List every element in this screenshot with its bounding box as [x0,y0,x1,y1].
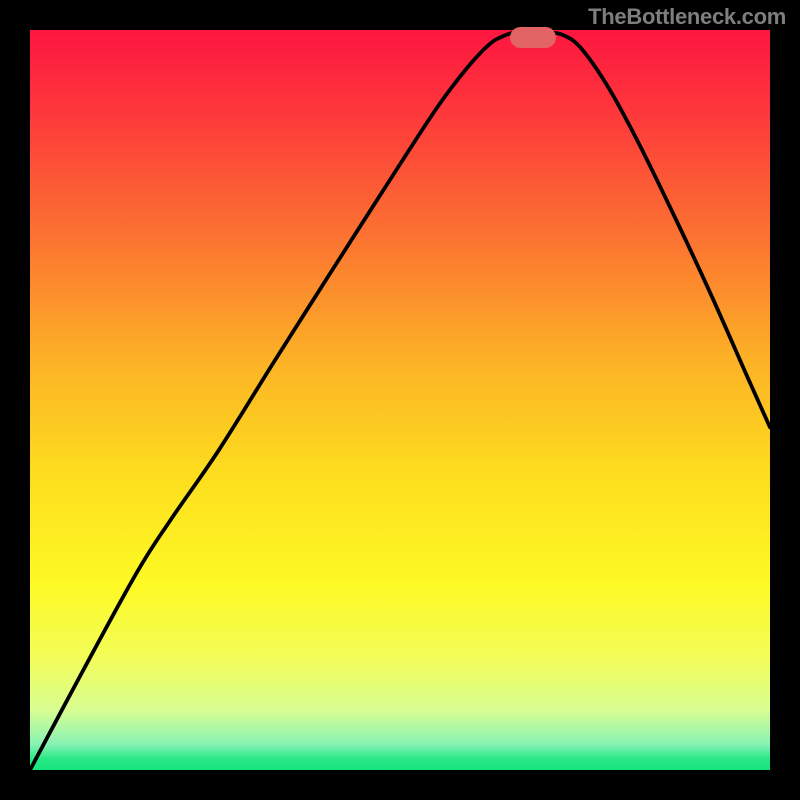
watermark-text: TheBottleneck.com [588,4,786,30]
curve-line [30,30,770,770]
curve-path [30,32,770,770]
plot-area [30,30,770,770]
min-marker [510,27,556,48]
